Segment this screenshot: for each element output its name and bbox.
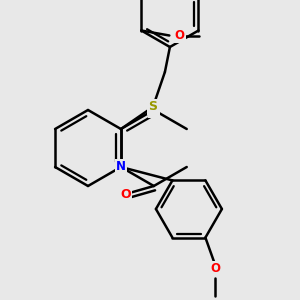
Text: N: N (116, 160, 126, 173)
Text: O: O (121, 188, 131, 200)
Text: O: O (174, 29, 184, 42)
Text: S: S (148, 100, 158, 113)
Text: O: O (210, 262, 220, 275)
Text: N: N (149, 103, 159, 116)
